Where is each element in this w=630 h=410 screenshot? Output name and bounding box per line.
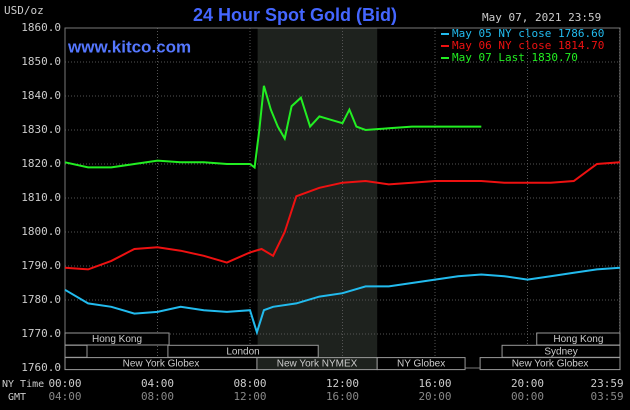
session-label: Hong Kong: [553, 334, 603, 345]
y-tick-label: 1810.0: [21, 191, 61, 204]
series-line: [64, 161, 621, 271]
x-row-label: GMT: [8, 392, 26, 403]
legend-label: May 07 Last 1830.70: [452, 51, 578, 64]
x-tick-label: 16:00: [418, 377, 451, 390]
y-tick-label: 1830.0: [21, 123, 61, 136]
session-label: NY Globex: [397, 359, 445, 370]
y-tick-label: 1780.0: [21, 293, 61, 306]
y-tick-label: 1820.0: [21, 157, 61, 170]
x-tick-label-gmt: 04:00: [48, 390, 81, 403]
series-line: [64, 85, 482, 170]
x-tick-label: 04:00: [141, 377, 174, 390]
y-tick-label: 1850.0: [21, 55, 61, 68]
x-row-label: NY Time: [2, 379, 44, 390]
y-tick-label: 1790.0: [21, 259, 61, 272]
y-tick-label: 1840.0: [21, 89, 61, 102]
session-box-small: [64, 344, 88, 358]
x-tick-label: 00:00: [48, 377, 81, 390]
x-tick-label: 12:00: [326, 377, 359, 390]
x-tick-label: 23:59: [590, 377, 623, 390]
x-tick-label: 20:00: [511, 377, 544, 390]
y-tick-label: 1860.0: [21, 21, 61, 34]
y-tick-label: 1760.0: [21, 361, 61, 374]
session-box: [376, 357, 466, 371]
session-label: Sydney: [544, 346, 577, 357]
x-tick-label-gmt: 12:00: [233, 390, 266, 403]
x-tick-label-gmt: 20:00: [418, 390, 451, 403]
session-box: [64, 332, 170, 346]
session-label: New York NYMEX: [277, 359, 358, 370]
session-label: Hong Kong: [92, 334, 142, 345]
session-box: [479, 357, 621, 371]
session-label: London: [226, 346, 259, 357]
x-tick-label-gmt: 08:00: [141, 390, 174, 403]
unit-label: USD/oz: [4, 4, 44, 17]
legend-label: May 06 NY close 1814.70: [452, 39, 604, 52]
session-label: New York Globex: [123, 359, 200, 370]
date-label: May 07, 2021 23:59: [482, 11, 601, 24]
watermark: www.kitco.com: [67, 37, 191, 56]
x-tick-label: 08:00: [233, 377, 266, 390]
y-tick-label: 1800.0: [21, 225, 61, 238]
y-tick-label: 1770.0: [21, 327, 61, 340]
x-tick-label-gmt: 00:00: [511, 390, 544, 403]
series-line: [64, 266, 621, 336]
chart-title: 24 Hour Spot Gold (Bid): [193, 5, 397, 25]
x-tick-label-gmt: 16:00: [326, 390, 359, 403]
session-label: New York Globex: [512, 359, 589, 370]
x-tick-label-gmt: 03:59: [590, 390, 623, 403]
legend-label: May 05 NY close 1786.60: [452, 27, 604, 40]
